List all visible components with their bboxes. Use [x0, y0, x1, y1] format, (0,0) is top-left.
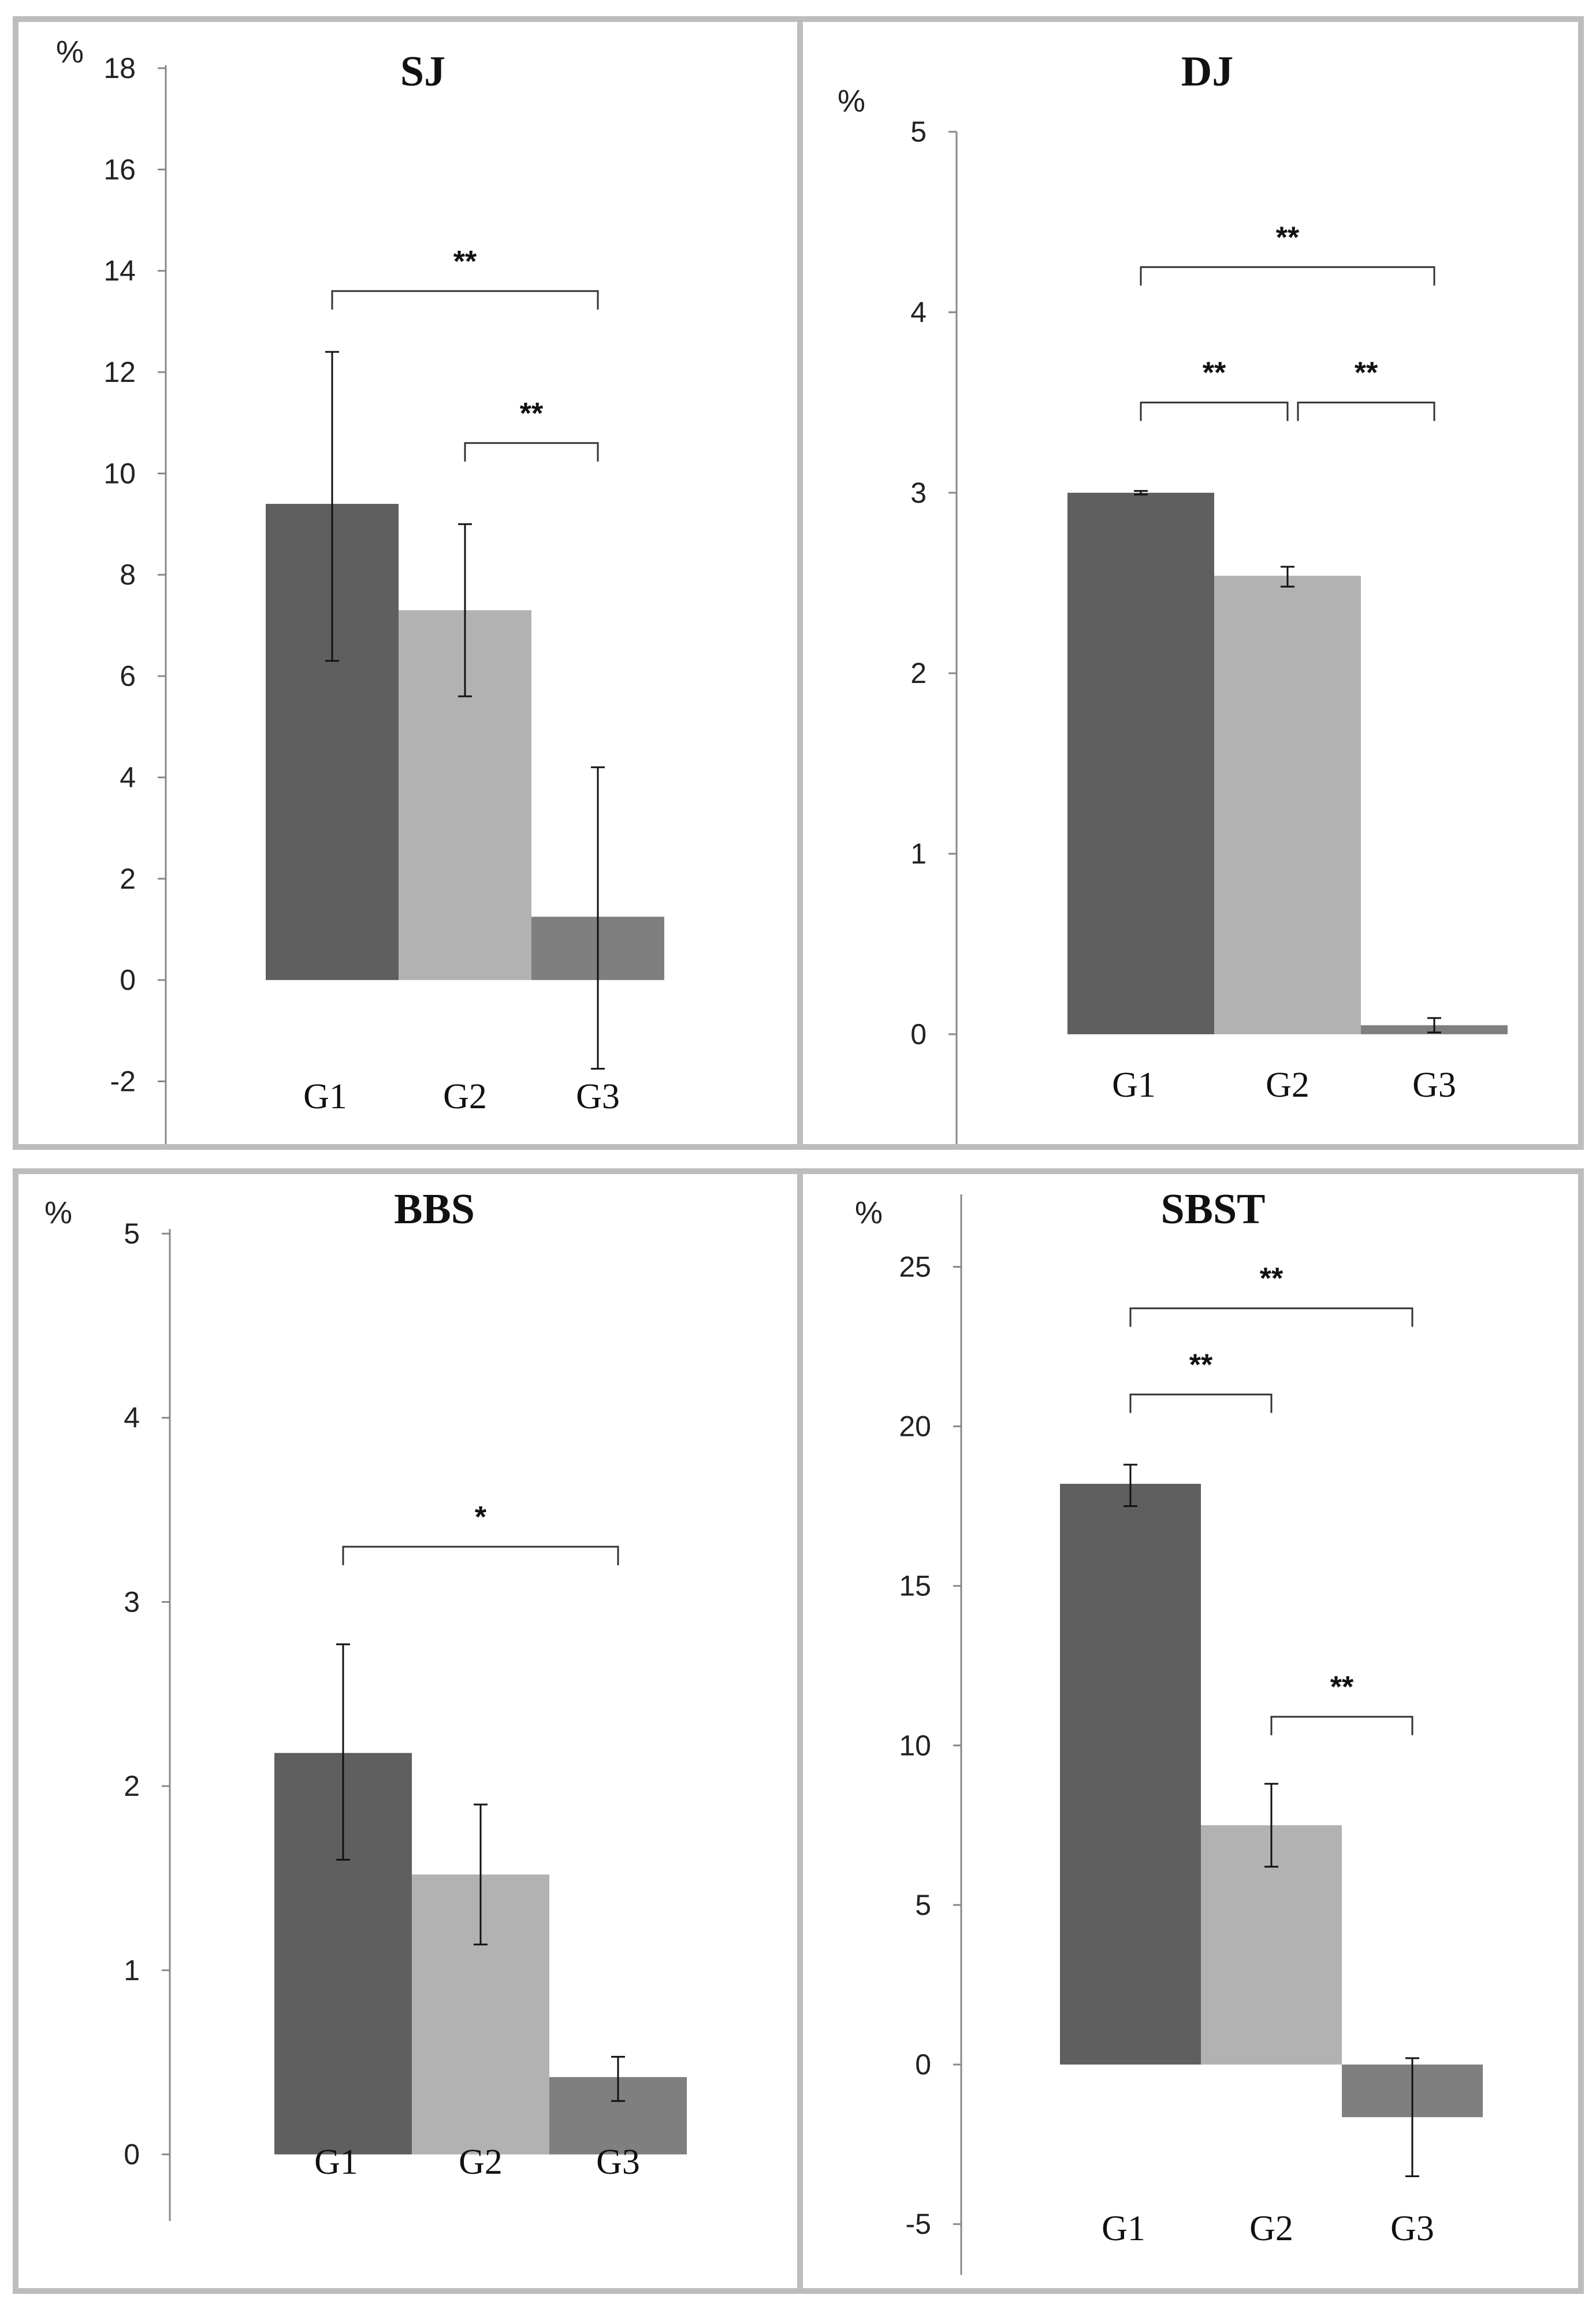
- y-tick-label: 0: [120, 964, 136, 996]
- y-tick-label: 0: [915, 2048, 931, 2081]
- significance-label: **: [1260, 1262, 1284, 1295]
- y-tick-label: 16: [103, 153, 136, 185]
- significance-label: **: [453, 245, 477, 279]
- bar-g2: [1214, 576, 1361, 1034]
- chart-panel-bbs: 0 1 2 3 4 5% BBS * G1 G2 G3: [13, 1168, 803, 2294]
- chart-title-bbs: BBS: [394, 1186, 475, 1233]
- y-tick-label: 10: [899, 1729, 931, 1762]
- y-axis-unit-label: %: [838, 84, 865, 118]
- significance-label: *: [475, 1501, 487, 1534]
- y-tick-label: 0: [910, 1018, 927, 1050]
- y-tick-label: -2: [110, 1065, 136, 1097]
- y-tick-label: 2: [120, 863, 136, 895]
- significance-bracket: [1270, 1716, 1413, 1736]
- chart-panel-sj: -2 0 2 4 6 8 10 12 14 16 18% SJ ** ** G1 G2 G3: [13, 16, 803, 1150]
- bar-g1: [1067, 492, 1214, 1034]
- significance-label: **: [1203, 357, 1226, 390]
- chart-title-sj: SJ: [400, 48, 445, 95]
- y-tick-label: 5: [910, 116, 927, 148]
- significance-label: **: [520, 397, 544, 430]
- x-category-label-g3: G3: [1390, 2209, 1434, 2248]
- chart-dj: 0 1 2 3 4 5% DJ ** ** ** G1 G2 G3: [838, 48, 1508, 1144]
- y-tick-label: 1: [910, 838, 927, 870]
- y-tick-label: 1: [124, 1954, 140, 1987]
- y-tick-label: 4: [120, 761, 136, 793]
- significance-label: **: [1355, 357, 1378, 390]
- significance-label: **: [1276, 221, 1300, 254]
- x-category-label-g3: G3: [576, 1077, 620, 1116]
- x-category-label-g1: G1: [303, 1077, 347, 1116]
- chart-panel-sbst: -5 0 5 10 15 20 25% SBST ** ** ** G1 G2 G3: [797, 1168, 1584, 2294]
- y-axis-unit-label: %: [44, 1195, 72, 1230]
- bar-g1: [1060, 1483, 1201, 2065]
- y-tick-label: 3: [124, 1586, 140, 1618]
- x-category-label-g1: G1: [1102, 2209, 1145, 2248]
- y-tick-label: 12: [103, 356, 136, 388]
- y-tick-label: 2: [910, 657, 927, 689]
- x-category-label-g1: G1: [314, 2143, 358, 2182]
- significance-bracket: [331, 290, 599, 310]
- y-tick-label: 15: [899, 1570, 931, 1602]
- y-tick-label: 6: [120, 660, 136, 692]
- chart-title-dj: DJ: [1181, 48, 1233, 95]
- chart-sj: -2 0 2 4 6 8 10 12 14 16 18% SJ ** ** G1 G2 G3: [56, 35, 664, 1144]
- y-tick-label: 0: [124, 2138, 140, 2171]
- x-category-label-g2: G2: [1249, 2209, 1293, 2248]
- significance-bracket: [464, 442, 599, 462]
- y-axis-unit-label: %: [56, 35, 84, 69]
- y-axis-unit-label: %: [855, 1195, 883, 1230]
- significance-bracket: [1140, 402, 1289, 421]
- y-tick-label: 10: [103, 457, 136, 489]
- y-tick-label: 20: [899, 1410, 931, 1443]
- y-tick-label: 5: [124, 1217, 140, 1250]
- x-category-label-g2: G2: [1266, 1065, 1309, 1105]
- x-category-label-g2: G2: [459, 2143, 503, 2182]
- y-tick-label: 4: [124, 1402, 140, 1434]
- significance-label: **: [1330, 1670, 1354, 1704]
- y-tick-label: 2: [124, 1770, 140, 1802]
- chart-bbs: 0 1 2 3 4 5% BBS * G1 G2 G3: [44, 1186, 687, 2221]
- y-tick-label: 25: [899, 1250, 931, 1283]
- significance-bracket: [1129, 1307, 1413, 1327]
- significance-bracket: [342, 1546, 619, 1565]
- y-tick-label: 18: [103, 52, 136, 84]
- chart-title-sbst: SBST: [1160, 1186, 1265, 1233]
- significance-bracket: [1297, 402, 1435, 421]
- x-category-label-g1: G1: [1112, 1065, 1156, 1105]
- y-tick-label: 5: [915, 1889, 931, 1921]
- significance-bracket: [1140, 266, 1435, 286]
- y-tick-label: 14: [103, 255, 136, 287]
- significance-bracket: [1129, 1393, 1273, 1413]
- x-category-label-g3: G3: [596, 2143, 640, 2182]
- x-category-label-g2: G2: [443, 1077, 487, 1116]
- y-tick-label: -5: [906, 2208, 931, 2240]
- y-tick-label: 8: [120, 559, 136, 591]
- chart-sbst: -5 0 5 10 15 20 25% SBST ** ** ** G1 G2 G3: [855, 1186, 1483, 2275]
- y-tick-label: 3: [910, 477, 927, 509]
- y-tick-label: 4: [910, 296, 927, 328]
- x-category-label-g3: G3: [1412, 1065, 1456, 1105]
- chart-panel-dj: 0 1 2 3 4 5% DJ ** ** ** G1 G2 G3: [797, 16, 1584, 1150]
- significance-label: **: [1189, 1348, 1213, 1382]
